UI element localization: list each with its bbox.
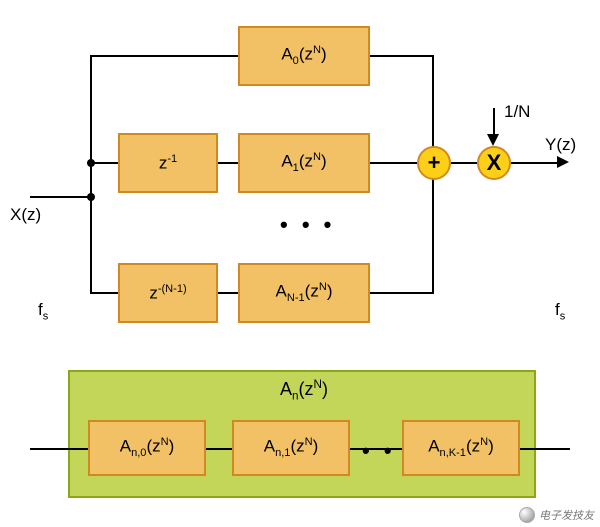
watermark-text: 电子发技友 (539, 507, 594, 523)
fs-right-label: fs (555, 300, 565, 322)
block-a0-label: A0(zN) (281, 44, 326, 67)
fs-left-label: fs (38, 300, 48, 322)
wire (218, 162, 238, 164)
watermark: 电子发技友 (519, 507, 594, 523)
block-a1-label: A1(zN) (281, 151, 326, 174)
sub-block-0-label: An,0(zN) (120, 436, 175, 459)
block-an1: AN-1(zN) (238, 263, 370, 323)
watermark-logo-icon (519, 507, 535, 523)
arrow-icon (557, 156, 569, 168)
wire (370, 292, 433, 294)
summer-node: + (417, 146, 451, 180)
input-label: X(z) (10, 205, 41, 225)
block-z1-label: z-1 (159, 153, 177, 174)
sub-block-2: An,K-1(zN) (402, 420, 520, 476)
block-a1: A1(zN) (238, 133, 370, 193)
wire (511, 162, 559, 164)
sum-symbol: + (428, 150, 441, 176)
wire (370, 55, 433, 57)
wire (90, 55, 238, 57)
junction-dot (87, 193, 95, 201)
output-label: Y(z) (545, 135, 576, 155)
block-zn1-label: z-(N-1) (149, 283, 186, 304)
diagram-canvas: X(z) fs A0(zN) z-1 A1(zN) • • • z-(N-1) (0, 0, 600, 527)
gain-label: 1/N (504, 102, 530, 122)
sub-block-0: An,0(zN) (88, 420, 206, 476)
wire (30, 196, 92, 198)
arrow-icon (487, 134, 499, 146)
multiplier-node: X (477, 146, 511, 180)
block-a0: A0(zN) (238, 26, 370, 86)
sub-block-1: An,1(zN) (232, 420, 350, 476)
ellipsis: • • • (280, 212, 335, 238)
block-z1: z-1 (118, 133, 218, 193)
wire (90, 162, 118, 164)
wire (493, 108, 495, 136)
wire (218, 292, 238, 294)
wire (370, 162, 417, 164)
wire (90, 55, 92, 293)
sub-block-2-label: An,K-1(zN) (428, 436, 494, 459)
block-zn1: z-(N-1) (118, 263, 218, 323)
sub-panel-title: An(zN) (280, 378, 328, 403)
wire (451, 162, 477, 164)
block-an1-label: AN-1(zN) (276, 281, 333, 304)
sub-block-1-label: An,1(zN) (264, 436, 319, 459)
mul-symbol: X (487, 150, 502, 176)
wire (90, 292, 118, 294)
